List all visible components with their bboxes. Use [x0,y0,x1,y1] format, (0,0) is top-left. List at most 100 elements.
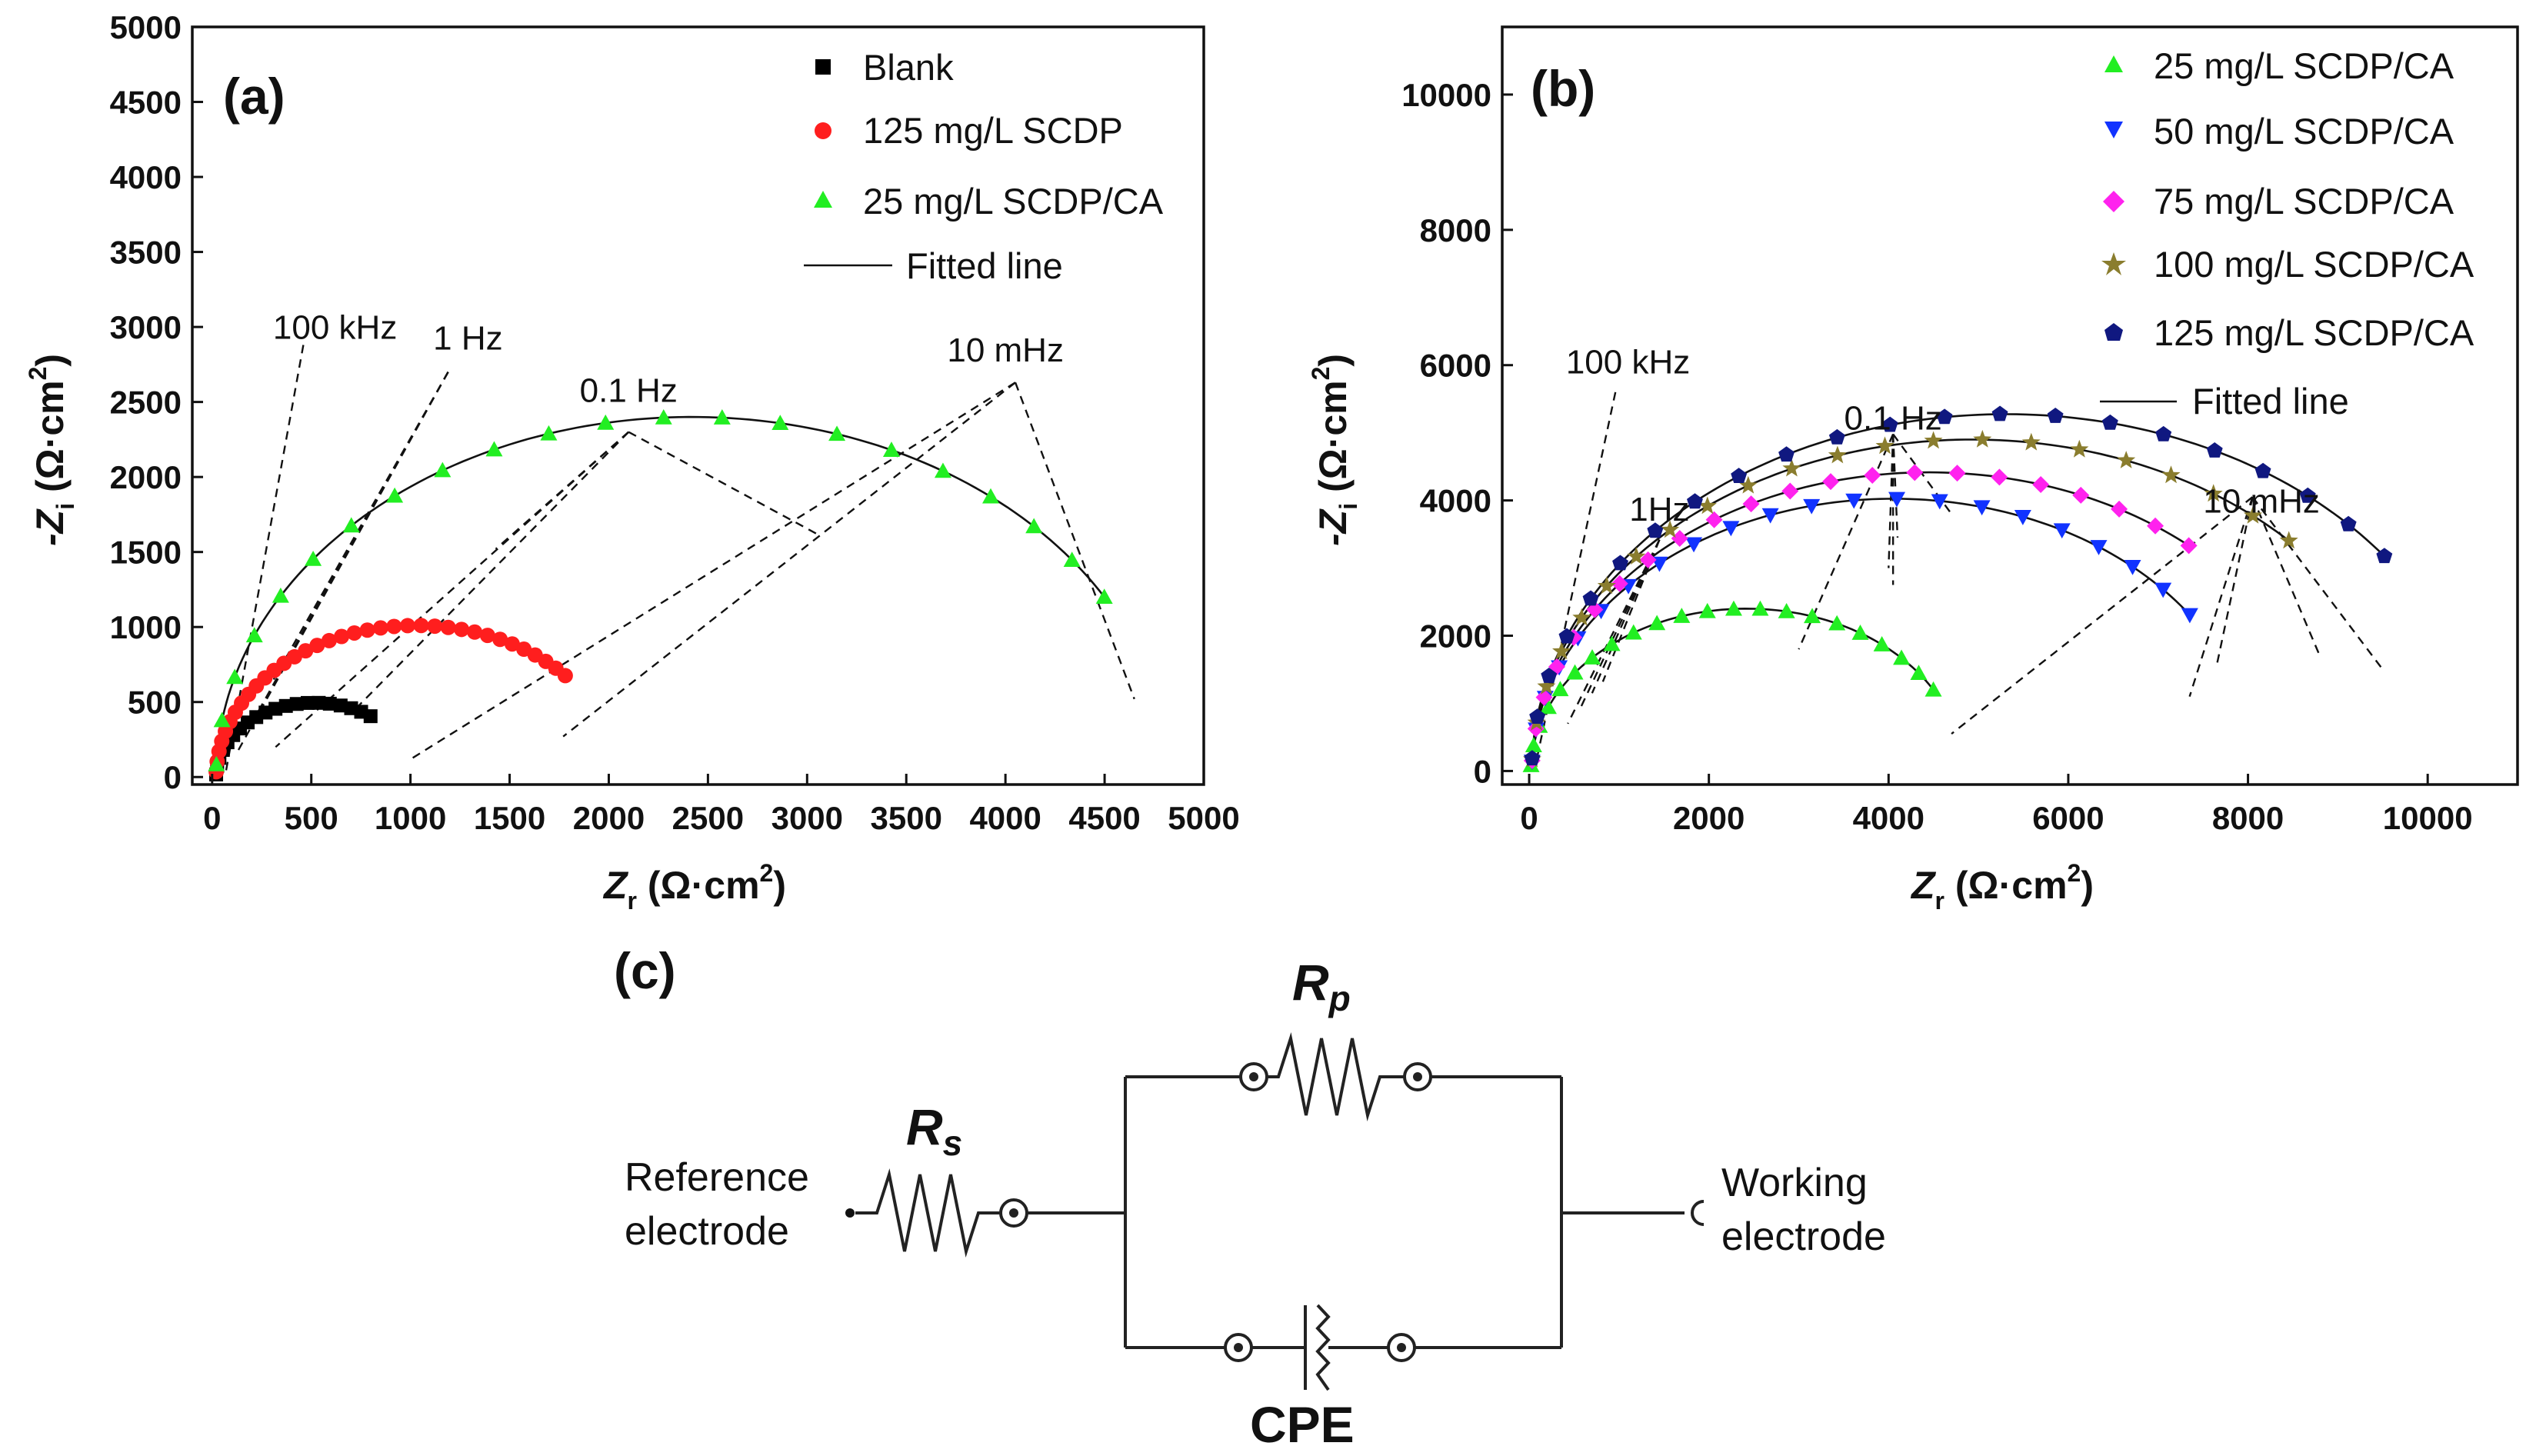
data-point [1924,431,1943,449]
data-point [1095,588,1113,604]
legend-label-25-scdp-ca-b: 25 mg/L SCDP/CA [2154,45,2454,86]
data-point [1803,498,1821,515]
data-point [655,408,672,425]
y-tick-label: 8000 [1420,212,1491,248]
frequency-annotation: 0.1 Hz [1845,399,1942,437]
data-point [1552,641,1571,660]
y-tick-label: 10000 [1401,77,1491,113]
frequency-leader-line [1591,539,1661,694]
data-point [2147,517,2164,535]
rs-node-dot [1009,1208,1018,1218]
rp-node-right-dot [1413,1072,1422,1081]
data-point [982,488,1000,504]
frequency-leader-line [1892,433,1953,515]
x-axis-label-sup-a: 2 [760,859,774,887]
data-point [1524,750,1541,766]
data-point [372,620,388,636]
legend-label-fit-b: Fitted line [2192,381,2349,421]
x-axis-label-close-b: ) [2081,864,2094,907]
frequency-leader-lines-b [1535,391,2384,761]
data-point [1529,708,1546,724]
legend-label-100-scdp-ca: 100 mg/L SCDP/CA [2154,244,2474,285]
data-point [1873,636,1891,651]
data-point [386,487,404,503]
x-axis-label-b: Zr (Ω·cm2) [1910,859,2094,915]
y-axis-label-sub-b: i [1335,503,1362,510]
data-point [557,668,573,684]
data-point [2070,439,2089,458]
rs-label-sub: s [943,1123,963,1163]
frequency-leader-line [2251,496,2384,671]
data-point [1537,677,1556,695]
data-point [504,636,520,652]
frequency-leader-line [2188,496,2254,698]
y-axis-label-unit-a: (Ω·cm [28,380,72,503]
data-point [1936,408,1953,425]
data-point [2101,414,2118,430]
data-point [2053,523,2071,539]
data-point [1804,608,1821,624]
axis-ticks-a: 0 500 1000 1500 2000 2500 3000 3500 4000 4500 5000… [110,9,1240,836]
frequency-annotation: 10 mHz [2203,482,2320,520]
data-point [2181,608,2198,624]
data-point [1778,446,1795,462]
data-point [882,441,900,457]
y-tick-label: 1500 [110,535,182,571]
frequency-leader-line [1891,434,1899,538]
y-axis-label-main-a: -Z [28,508,72,546]
y-tick-label: 1000 [110,609,182,645]
data-point [1612,555,1628,571]
x-tick-label: 4500 [1068,800,1140,836]
x-tick-label: 2000 [1673,800,1745,836]
frequency-annotation: 1Hz [1629,491,1689,528]
data-point [427,618,443,635]
data-point [1648,615,1666,631]
x-tick-label: 0 [203,800,221,836]
data-point [1761,508,1779,524]
y-tick-label: 0 [1474,753,1491,789]
legend-marker-25-scdp-ca-a [814,191,832,208]
data-point [1778,602,1795,618]
legend-label-blank: Blank [863,47,954,88]
data-point [1722,521,1740,537]
frequency-leader-line [2215,496,2254,667]
y-tick-label: 2500 [110,385,182,421]
fitted-lines-a [215,415,1105,775]
legend-marker-25-scdp-ca-b [2104,55,2123,72]
data-point [333,698,348,713]
data-point [1973,429,1992,448]
legend-label-fit-a: Fitted line [906,245,1063,286]
data-point [322,696,337,711]
data-point [2155,425,2172,441]
legend-label-75-scdp-ca: 75 mg/L SCDP/CA [2154,181,2454,222]
data-point [479,628,495,644]
data-point [1584,649,1601,665]
reference-electrode-line1: Reference [625,1155,809,1200]
y-axis-label-sub-a: i [52,503,79,510]
x-tick-label: 1500 [474,800,545,836]
x-tick-label: 3500 [871,800,942,836]
data-point [1731,468,1748,483]
data-point [1566,664,1584,680]
y-axis-label-a: -Zi (Ω·cm2) [24,354,79,546]
y-tick-label: 500 [128,685,182,721]
y-tick-label: 2000 [110,459,182,495]
data-point [2117,451,2136,468]
data-point [1906,464,1924,481]
fitted-line [215,415,1105,765]
frequency-annotation: 1 Hz [433,319,502,357]
data-point [1931,494,1948,510]
data-point [268,701,283,716]
frequency-annotations-b: 100 kHz 1Hz 0.1 Hz 10 mHz [1566,343,2320,528]
x-tick-label: 3000 [771,800,843,836]
data-point [399,618,415,634]
x-axis-label-main-a: Z [602,864,629,907]
data-point [208,755,225,771]
plot-frame-b [1501,25,2519,786]
resistor-rp [1125,1032,1561,1121]
frequency-annotation: 0.1 Hz [580,372,678,410]
data-point [1627,547,1646,565]
frequency-annotation: 10 mHz [947,332,1064,369]
y-axis-label-main-b: -Z [1311,508,1355,546]
